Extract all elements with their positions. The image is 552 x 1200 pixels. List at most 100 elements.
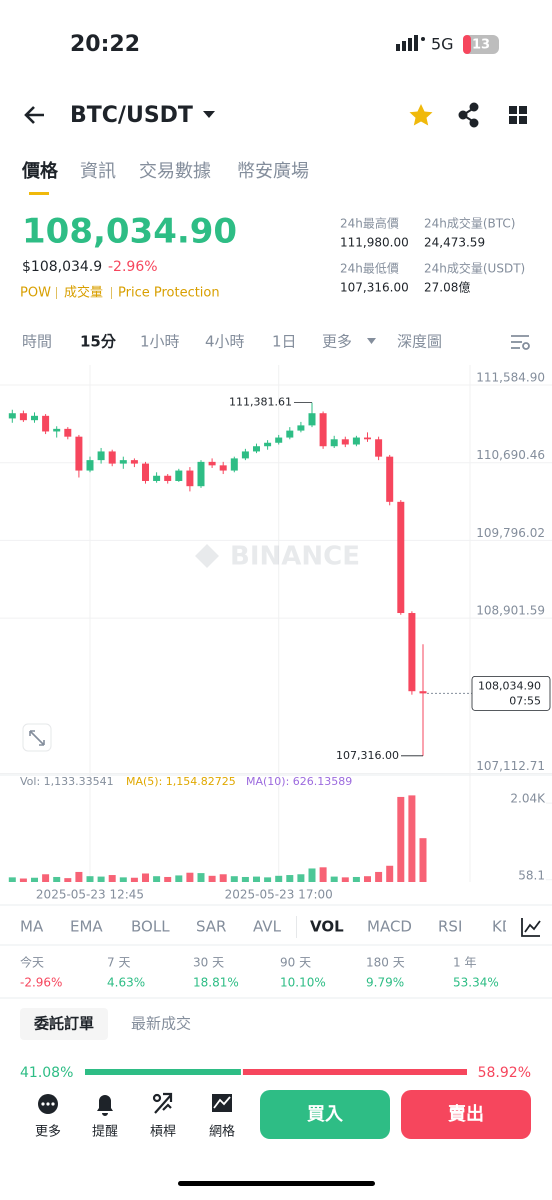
volume-bar — [330, 876, 338, 882]
interval[interactable]: 4小時 — [205, 333, 245, 351]
candle-body — [19, 413, 27, 421]
volume-bar — [119, 877, 127, 882]
share-button[interactable] — [458, 102, 479, 128]
candle-body — [386, 456, 394, 502]
signal-icon — [396, 35, 425, 51]
layout-button[interactable] — [509, 106, 527, 124]
volume-bar — [75, 871, 83, 882]
interval[interactable]: 1日 — [272, 333, 297, 351]
high-label: 111,381.61 — [229, 396, 292, 409]
interval-active[interactable]: 15分 — [80, 333, 117, 351]
indicator[interactable]: SAR — [196, 918, 226, 936]
chart: 111,584.90 110,690.46 109,796.02 108,901.59… — [0, 365, 552, 902]
candle-body — [408, 613, 416, 692]
period-change: 4.63% — [107, 976, 145, 990]
volume-bar — [341, 877, 349, 882]
volume-bar — [186, 872, 194, 882]
nav-label[interactable]: 提醒 — [92, 1124, 118, 1140]
period-label: 180 天 — [366, 956, 405, 970]
volume-bar — [8, 877, 16, 882]
period-label: 1 年 — [453, 956, 476, 970]
interval[interactable]: 深度圖 — [397, 333, 442, 351]
price-change: -2.96% — [108, 259, 158, 275]
tab[interactable]: 資訊 — [80, 161, 116, 182]
expand-icon — [29, 730, 45, 746]
volume-bar — [175, 875, 183, 882]
sell-ratio-label: 58.92% — [478, 1065, 531, 1081]
order-tab[interactable]: 最新成交 — [131, 1015, 191, 1033]
indicator[interactable]: BOLL — [131, 918, 170, 936]
volume-bar — [153, 876, 161, 882]
favorite-star[interactable] — [409, 104, 433, 126]
nav-label[interactable]: 網格 — [209, 1124, 235, 1140]
tab-active[interactable]: 價格 — [21, 160, 59, 182]
buy-label[interactable]: 買入 — [307, 1104, 344, 1125]
volume-bar — [419, 838, 427, 882]
volume-bar — [19, 878, 27, 882]
network: 5G — [431, 35, 454, 54]
nav-label[interactable]: 槓桿 — [150, 1125, 176, 1140]
tag[interactable]: 成交量 — [64, 285, 103, 301]
order-tab-active[interactable]: 委託訂單 — [34, 1015, 94, 1033]
tag[interactable]: POW — [20, 286, 51, 301]
candle-body — [286, 430, 294, 438]
nav-icon[interactable] — [38, 1094, 58, 1114]
volume-bar — [408, 795, 416, 882]
sell-ratio-bar — [242, 1069, 467, 1075]
buy-button[interactable] — [260, 1090, 390, 1139]
nav-icon[interactable] — [152, 1092, 173, 1114]
volume-bar — [264, 877, 272, 882]
interval[interactable]: 更多 — [322, 333, 352, 351]
stat-label: 24h最高價 — [340, 216, 399, 231]
candle-body — [208, 461, 216, 466]
chart-settings[interactable] — [511, 335, 530, 350]
y-tick-label: 108,901.59 — [476, 604, 545, 618]
volume-bar — [53, 876, 61, 882]
candle-body — [253, 446, 260, 452]
candle-body — [8, 413, 16, 419]
sell-button[interactable] — [401, 1090, 531, 1139]
sell-label[interactable]: 賣出 — [448, 1103, 484, 1125]
order-tab-bg — [20, 1008, 108, 1040]
tag[interactable]: Price Protection — [118, 286, 220, 301]
interval[interactable]: 1小時 — [140, 333, 180, 351]
indicator[interactable]: MACD — [367, 918, 412, 936]
volume-bar — [364, 876, 371, 882]
period-label: 7 天 — [107, 956, 130, 970]
watermark-text: BINANCE — [230, 542, 360, 572]
candle-body — [275, 437, 283, 443]
volume-bar — [130, 877, 138, 882]
indicator-settings[interactable] — [521, 918, 541, 937]
indicator[interactable]: AVL — [253, 918, 282, 936]
tab[interactable]: 交易數據 — [139, 161, 211, 182]
indicator[interactable]: RSI — [438, 918, 462, 936]
pair[interactable]: BTC/USDT — [70, 103, 193, 128]
pair-dropdown[interactable] — [203, 111, 215, 118]
ma5-label: MA(5): 1,154.82725 — [126, 775, 236, 788]
interval[interactable]: 時間 — [22, 333, 52, 351]
nav-icon[interactable] — [97, 1095, 113, 1116]
candle-body — [31, 415, 38, 421]
back-button[interactable] — [24, 106, 44, 124]
last-price-box — [471, 675, 551, 711]
volume-bar — [275, 875, 283, 882]
stat-value: 24,473.59 — [424, 236, 485, 250]
volume-bar — [64, 878, 72, 882]
candle-body — [108, 451, 116, 464]
clock: 20:22 — [70, 32, 140, 57]
volume-bar — [86, 876, 94, 882]
performance: 今天 -2.96% 7 天 4.63% 30 天 18.81% 90 天 10.10% 180 … — [20, 955, 499, 990]
nav-icon[interactable] — [212, 1094, 232, 1112]
stat-value: 111,980.00 — [340, 236, 409, 250]
volume-bar — [42, 874, 50, 882]
volume-bar — [97, 876, 105, 882]
tab[interactable]: 幣安廣場 — [237, 161, 309, 182]
x-tick-label: 2025-05-23 12:45 — [36, 888, 144, 902]
indicator[interactable]: EMA — [70, 918, 103, 936]
indicator[interactable]: MA — [20, 918, 44, 936]
y-tick-label: 107,112.71 — [476, 759, 545, 773]
battery-level — [463, 35, 471, 54]
indicator-active[interactable]: VOL — [310, 918, 344, 936]
nav-label[interactable]: 更多 — [35, 1125, 61, 1140]
